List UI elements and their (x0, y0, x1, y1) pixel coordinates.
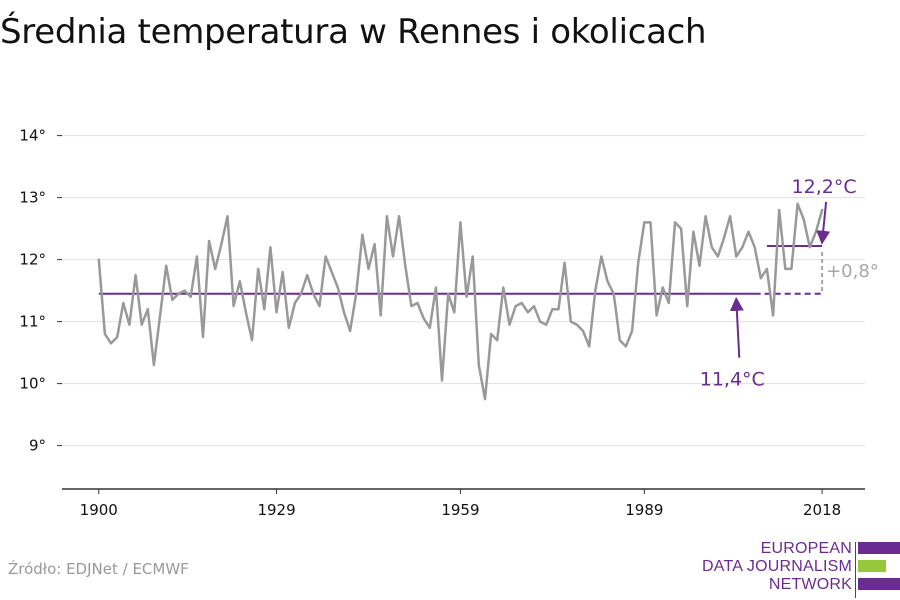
recent-value-label: 12,2°C (792, 176, 857, 198)
x-tick-label: 2018 (803, 501, 841, 519)
logo-line-3: NETWORK (768, 576, 852, 593)
x-tick-label: 1989 (625, 501, 663, 519)
y-tick-label: 11° (19, 313, 46, 331)
x-tick-label: 1959 (441, 501, 479, 519)
y-tick-label: 13° (19, 189, 46, 207)
series-layer (97, 202, 824, 401)
edjnet-logo: EUROPEAN DATA JOURNALISM NETWORK (700, 540, 900, 598)
logo-bar-purple-bottom (858, 578, 900, 590)
baseline-value-label: 11,4°C (700, 369, 765, 391)
difference-label: +0,8° (826, 261, 879, 282)
temperature-series-line (97, 202, 824, 401)
y-tick-label: 12° (19, 251, 46, 269)
logo-bar-purple-top (858, 542, 900, 554)
x-axis: 1900 1929 1959 1989 2018 (62, 488, 865, 519)
logo-line-1: EUROPEAN (760, 540, 852, 557)
y-axis-ticks: 9° 10° 11° 12° 13° 14° (19, 127, 62, 455)
logo-separator (855, 542, 856, 598)
x-tick-label: 1900 (80, 501, 118, 519)
logo-line-2: DATA JOURNALISM (702, 558, 852, 575)
y-tick-label: 14° (19, 127, 46, 145)
recent-arrow (816, 201, 831, 245)
y-tick-label: 9° (29, 437, 46, 455)
line-chart: 9° 10° 11° 12° 13° 14° 1900 1929 1959 1989 2018 +… (19, 127, 879, 519)
x-tick-label: 1929 (257, 501, 295, 519)
annotations: +0,8° 11,4°C 12,2°C (700, 176, 879, 391)
y-tick-label: 10° (19, 375, 46, 393)
source-note: Źródło: EDJNet / ECMWF (8, 560, 189, 578)
baseline-arrow (729, 296, 744, 358)
logo-bar-green (858, 560, 886, 572)
chart-title: Średnia temperatura w Rennes i okolicach (0, 12, 707, 52)
